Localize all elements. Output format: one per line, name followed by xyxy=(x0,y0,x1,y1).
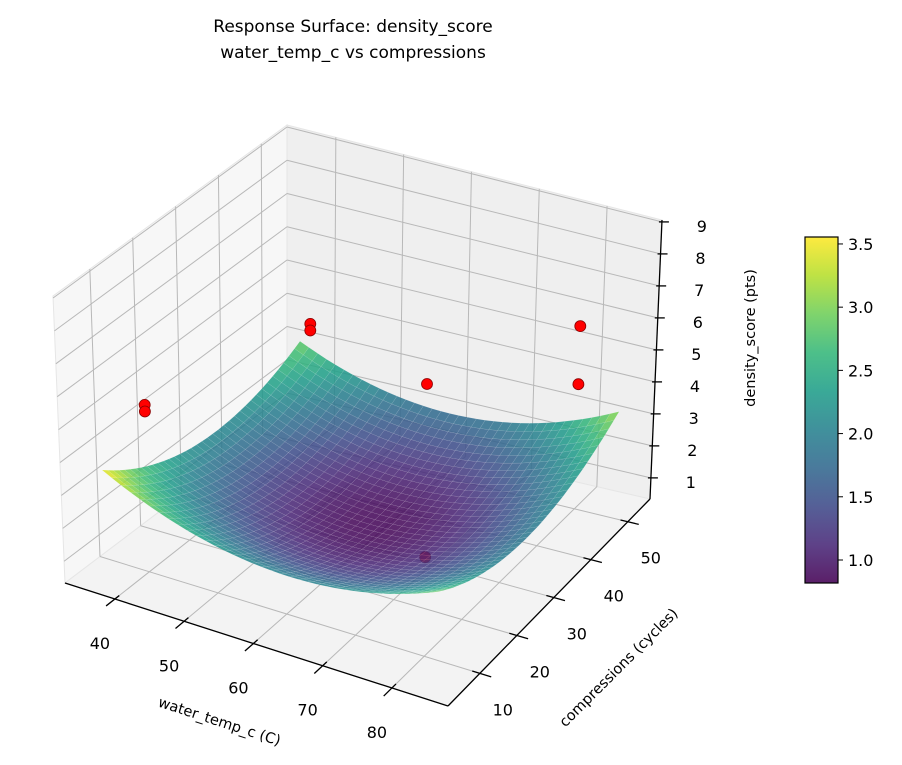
x-tick-mark xyxy=(105,595,120,607)
surface-facet xyxy=(594,428,610,440)
y-tick-label: 30 xyxy=(567,625,587,644)
y-tick-mark xyxy=(546,594,566,602)
y-axis-line xyxy=(447,498,651,707)
gridline-z xyxy=(286,126,663,223)
gridline-y xyxy=(217,175,223,465)
surface-facet xyxy=(588,436,605,448)
y-tick-mark xyxy=(509,632,529,640)
gridline-z xyxy=(52,126,288,299)
surface-facet xyxy=(502,546,519,554)
x-tick-mark xyxy=(244,639,259,652)
x-tick-mark xyxy=(313,661,328,674)
x-axis-line xyxy=(64,582,449,707)
surface-mesh xyxy=(101,340,620,595)
gridline-z xyxy=(286,159,661,255)
gridline-y xyxy=(99,556,480,674)
x-tick-mark xyxy=(383,683,397,697)
z-tick-label: 5 xyxy=(691,345,701,364)
surface-facet xyxy=(578,452,594,464)
z-tick-label: 9 xyxy=(697,217,707,236)
y-tick-label: 40 xyxy=(604,587,624,606)
colorbar-tick-label: 1.5 xyxy=(848,488,873,507)
gridline-z xyxy=(286,292,656,383)
y-tick-label: 10 xyxy=(493,700,513,719)
z-tick-label: 2 xyxy=(687,441,697,460)
gridline-z xyxy=(61,326,288,496)
surface-facet xyxy=(537,509,554,518)
y-tick-mark xyxy=(620,519,639,526)
x-tick-label: 50 xyxy=(159,656,179,675)
z-tick-label: 7 xyxy=(694,281,704,300)
data-point xyxy=(572,378,585,391)
z-tick-label: 6 xyxy=(693,313,703,332)
gridline-z xyxy=(62,359,288,529)
y-tick-mark xyxy=(472,670,492,678)
gridline-x xyxy=(465,171,472,457)
colorbar-tick-label: 2.5 xyxy=(848,361,873,380)
x-tick-label: 70 xyxy=(297,701,317,720)
gridline-y xyxy=(260,143,264,434)
surface-facet xyxy=(583,445,599,456)
axis-lines xyxy=(64,219,669,707)
z-tick-label: 1 xyxy=(686,473,696,492)
y-tick-label: 50 xyxy=(641,549,661,568)
surface-facet xyxy=(443,585,458,589)
x-axis-label: water_temp_c (C) xyxy=(156,695,282,750)
z-axis-line xyxy=(649,219,663,500)
tick-labels: 40 50 60 70 80 10 20 30 40 50 1 2 3 4 5 6 7 8 9 xyxy=(90,217,707,742)
z-axis-label: density_score (pts) xyxy=(743,269,759,407)
gridline-z xyxy=(54,159,288,332)
z-tick-label: 4 xyxy=(690,377,700,396)
gridline-z xyxy=(59,292,288,463)
x-tick-label: 60 xyxy=(228,679,248,698)
surface-facet xyxy=(543,502,559,512)
gridline-y xyxy=(175,206,182,496)
gridline-x xyxy=(399,154,405,442)
colorbar-tick-label: 3.5 xyxy=(848,235,873,254)
colorbar-ticks: 1.0 1.5 2.0 2.5 3.0 3.5 xyxy=(838,235,873,570)
colorbar-tick-label: 3.0 xyxy=(848,298,873,317)
surface-facet xyxy=(497,550,514,558)
data-point xyxy=(421,378,433,390)
gridline-z xyxy=(55,193,288,365)
colorbar-tick-label: 2.0 xyxy=(848,425,873,444)
surface-facet xyxy=(428,590,443,593)
colorbar: 1.0 1.5 2.0 2.5 3.0 3.5 xyxy=(804,235,873,584)
surface-facet xyxy=(492,555,509,562)
y-tick-mark xyxy=(583,557,603,564)
x-tick-label: 40 xyxy=(90,634,110,653)
gridline-z xyxy=(286,259,657,351)
gridline-z xyxy=(286,193,660,287)
surface-facet xyxy=(553,489,569,499)
gridline-z xyxy=(286,226,658,319)
z-tick-label: 8 xyxy=(695,249,705,268)
surface-facet xyxy=(532,515,549,523)
surface-facet xyxy=(438,587,453,591)
gridline-z xyxy=(56,226,288,398)
chart-title-line-2: water_temp_c vs compressions xyxy=(220,43,486,63)
gridline-y xyxy=(89,269,101,557)
gridline-x xyxy=(391,486,598,689)
surface-facet xyxy=(433,589,448,592)
gridline-z xyxy=(286,326,654,415)
colorbar-tick-label: 1.0 xyxy=(848,551,873,570)
colorbar-gradient xyxy=(804,236,839,584)
data-point xyxy=(138,405,151,418)
x-tick-label: 80 xyxy=(367,723,387,742)
data-point xyxy=(304,324,317,337)
y-tick-label: 20 xyxy=(530,663,550,682)
gridline-z xyxy=(58,259,288,431)
surface-facet xyxy=(468,573,483,578)
data-point xyxy=(574,320,587,333)
x-tick-mark xyxy=(175,617,189,629)
chart-title-line-1: Response Surface: density_score xyxy=(213,17,492,37)
z-tick-label: 3 xyxy=(689,409,699,428)
